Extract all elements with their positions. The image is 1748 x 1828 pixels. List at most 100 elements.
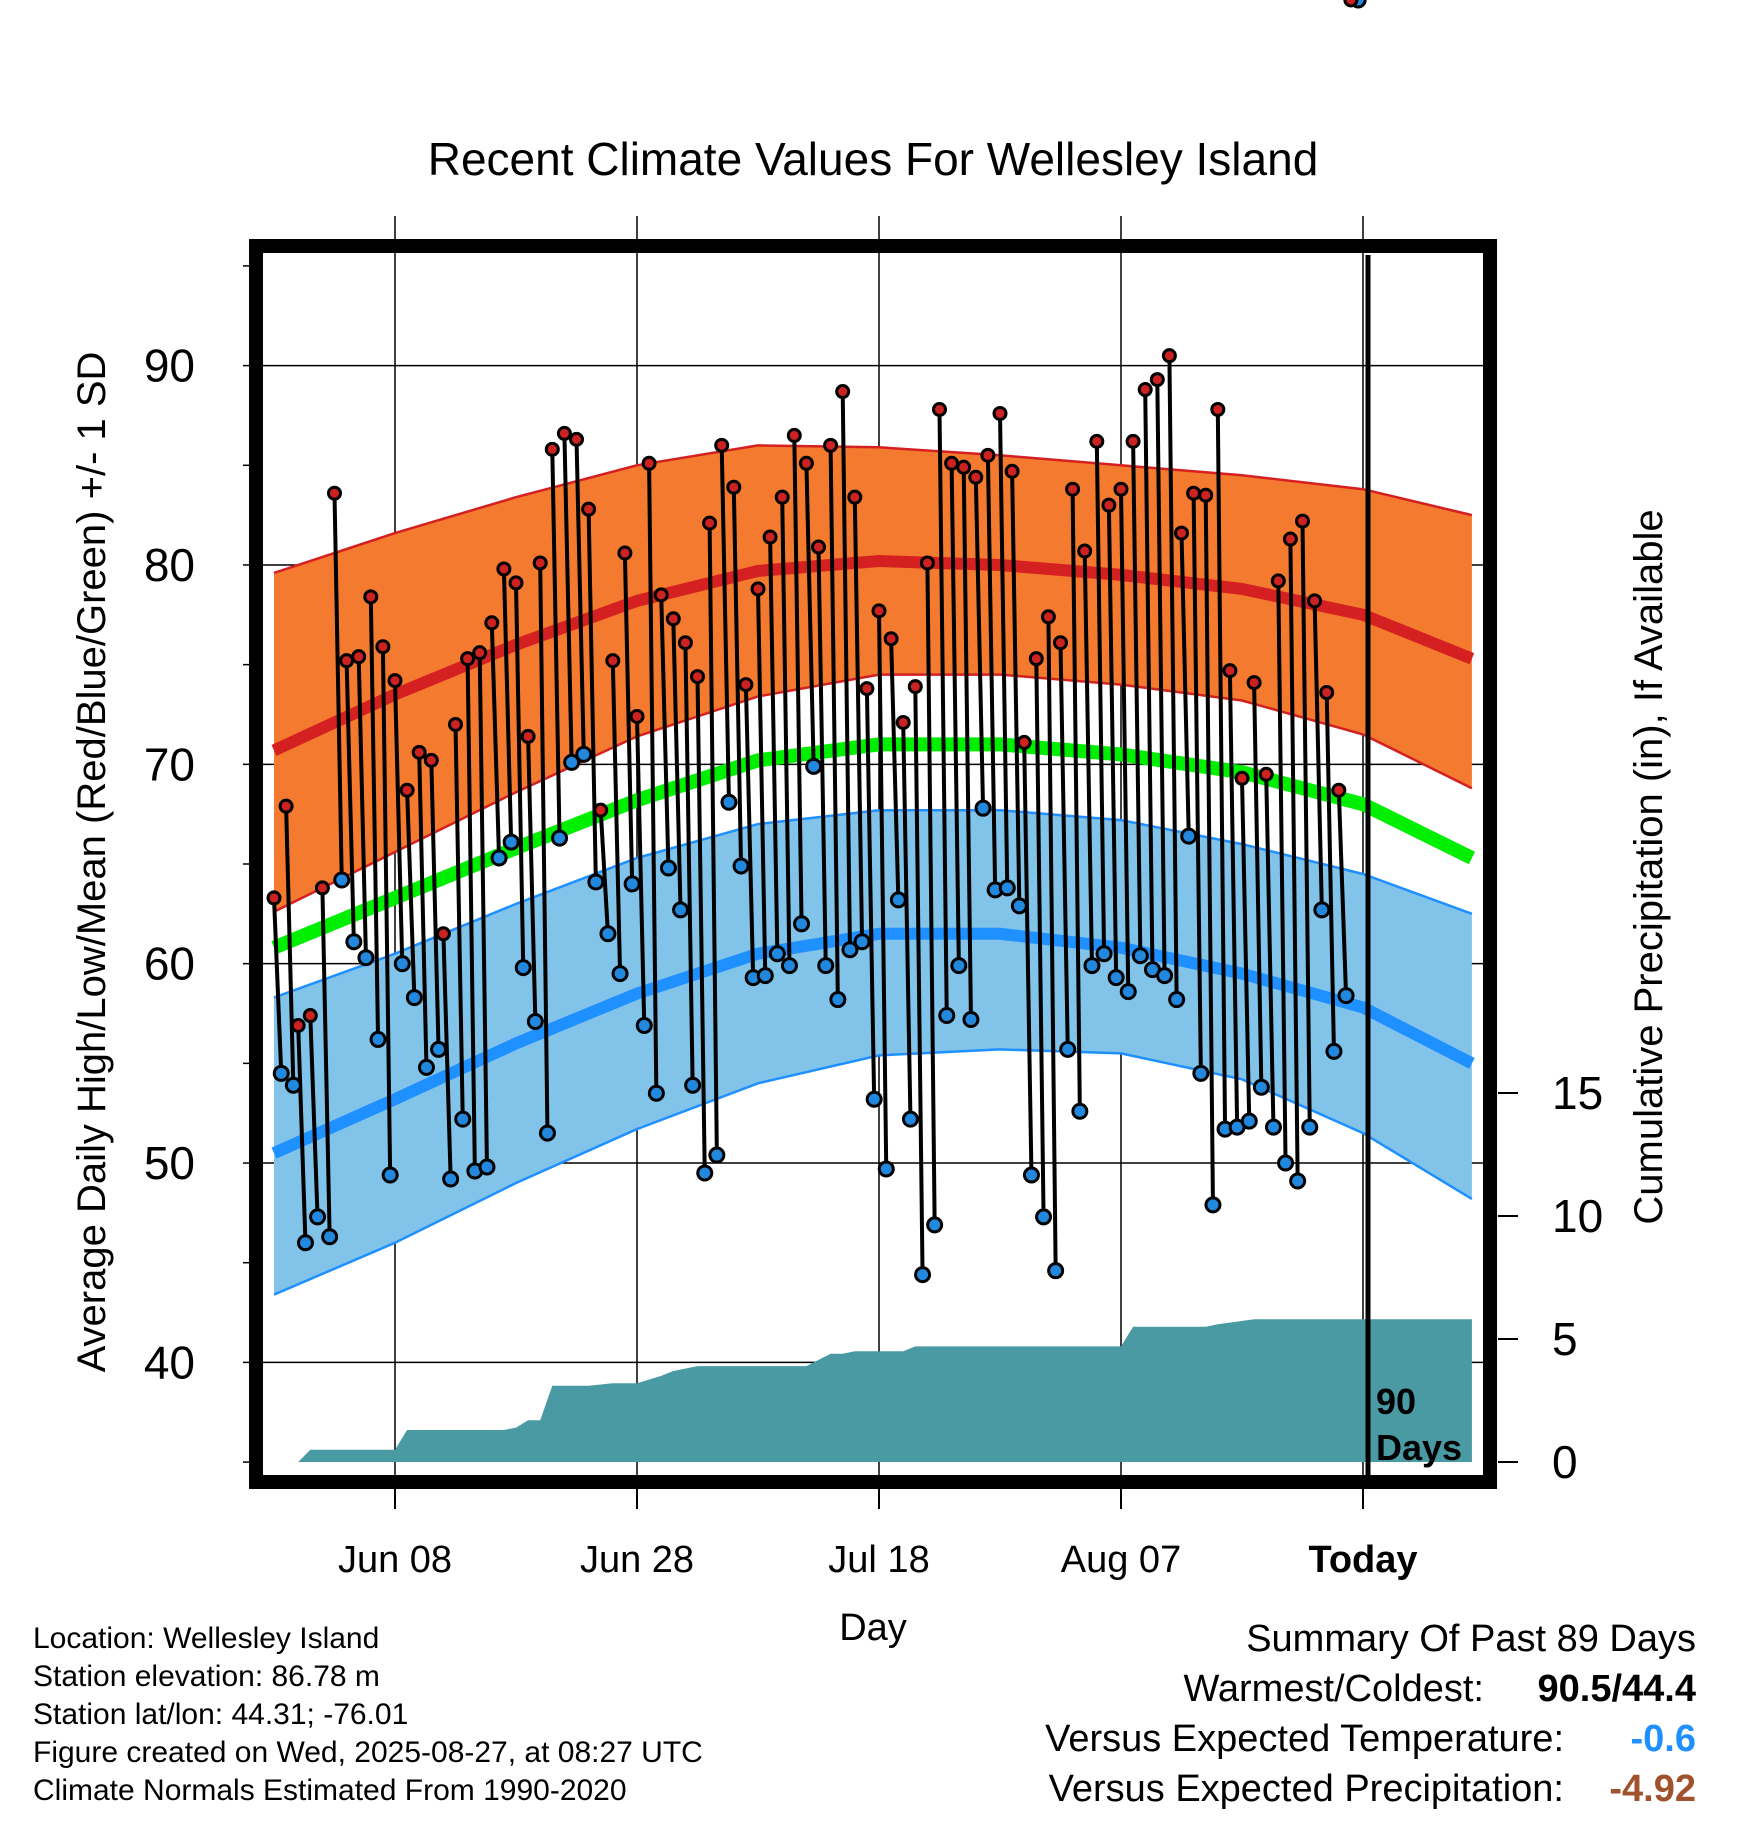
daily-stem (683, 642, 695, 1086)
daily-stem (1252, 682, 1264, 1088)
daily-high-point (956, 459, 972, 475)
daily-low-point (793, 915, 811, 933)
daily-low-point (587, 873, 605, 891)
daily-stem (671, 618, 683, 910)
daily-high-point (677, 635, 693, 651)
daily-high-point (1295, 513, 1310, 529)
daily-high-point (472, 645, 488, 661)
days-label-number: 90 (1376, 1381, 1416, 1422)
daily-high-point (919, 555, 935, 571)
daily-low-point (1131, 947, 1149, 965)
daily-stem (356, 656, 368, 958)
daily-low-point (284, 1076, 302, 1094)
daily-stem (1324, 692, 1336, 1052)
y-tick-label: 60 (144, 938, 195, 990)
daily-high-point (1137, 382, 1153, 398)
plot-frame (249, 239, 1497, 1489)
daily-high-point (726, 479, 742, 495)
daily-stem (731, 487, 744, 867)
daily-high-point (266, 890, 282, 906)
daily-stem (417, 752, 429, 1068)
daily-low-point (490, 849, 508, 867)
daily-high-point (496, 561, 512, 577)
daily-high-point (1282, 531, 1298, 547)
daily-high-point (302, 1008, 318, 1024)
precipitation-layer (274, 1319, 1472, 1462)
daily-stem (1155, 379, 1167, 976)
daily-low-point (1204, 1196, 1222, 1214)
daily-stem (538, 562, 550, 1134)
daily-stem (284, 806, 296, 1086)
daily-stem (719, 445, 731, 803)
daily-low-point (635, 1016, 653, 1034)
daily-low-point (1252, 1078, 1270, 1096)
daily-low-point (1156, 967, 1174, 985)
daily-stem (840, 391, 852, 950)
daily-high-point (1028, 651, 1044, 667)
daily-stem (792, 435, 804, 924)
daily-high-point (1004, 463, 1020, 479)
daily-low-point (1264, 1118, 1282, 1136)
daily-high-point (859, 681, 875, 697)
daily-high-point (738, 677, 754, 693)
daily-stem (635, 716, 647, 1026)
daily-high-point (581, 501, 597, 517)
daily-high-point (1149, 372, 1165, 388)
daily-high-point (1161, 348, 1177, 364)
daily-high-point (980, 447, 996, 463)
daily-low-point (623, 875, 641, 893)
daily-stem (1070, 489, 1082, 1112)
daily-high-point (375, 639, 391, 655)
daily-stem (985, 455, 998, 890)
daily-high-point (290, 1017, 306, 1033)
daily-stem (1312, 600, 1324, 910)
daily-stem (864, 688, 877, 1100)
daily-high-point (1125, 433, 1141, 449)
daily-stem (1276, 580, 1288, 1164)
precip-area (274, 1319, 1472, 1462)
daily-low-point (599, 925, 617, 943)
daily-stem (828, 445, 840, 1000)
daily-stem (743, 684, 756, 978)
daily-high-point (484, 615, 500, 631)
daily-low-point (1119, 983, 1137, 1001)
daily-low-point (272, 1064, 290, 1082)
daily-high-point (847, 489, 863, 505)
daily-stem (393, 680, 405, 964)
daily-high-point (811, 539, 826, 555)
daily-stem (489, 622, 502, 859)
daily-low-point (1168, 991, 1186, 1009)
daily-low-point (1035, 1208, 1053, 1226)
daily-high-point (1331, 782, 1347, 798)
daily-high-point (1270, 573, 1286, 589)
days-label-word: Days (1376, 1427, 1462, 1468)
x-tick-label: Aug 07 (1061, 1539, 1181, 1581)
daily-high-point (798, 455, 814, 471)
daily-high-point (690, 669, 705, 685)
daily-low-point (381, 1166, 399, 1184)
daily-low-point (538, 1124, 556, 1142)
daily-stem (1022, 742, 1034, 1176)
daily-stem (1082, 550, 1094, 966)
daily-high-point (1016, 734, 1032, 750)
summary-precip-label: Versus Expected Precipitation: (1048, 1768, 1564, 1810)
daily-stem (308, 1015, 320, 1217)
daily-stem (1119, 489, 1131, 992)
daily-high-point (1065, 481, 1081, 497)
daily-high-point (1113, 481, 1129, 497)
daily-high-point (569, 431, 584, 447)
daily-range-stems (272, 0, 1359, 1275)
low-band-lower-edge (273, 1048, 1473, 1296)
daily-low-point (575, 745, 593, 763)
daily-high-point (351, 649, 367, 665)
daily-low-point (708, 1146, 726, 1164)
daily-low-point (756, 967, 774, 985)
daily-high-point (932, 401, 947, 417)
daily-high-point (339, 653, 355, 669)
daily-stem (949, 463, 961, 966)
daily-high-point (871, 603, 887, 619)
y2-tick-label: 5 (1552, 1313, 1578, 1365)
daily-stem (477, 652, 489, 1168)
daily-low-point (841, 941, 859, 959)
daily-high-point (895, 714, 911, 730)
